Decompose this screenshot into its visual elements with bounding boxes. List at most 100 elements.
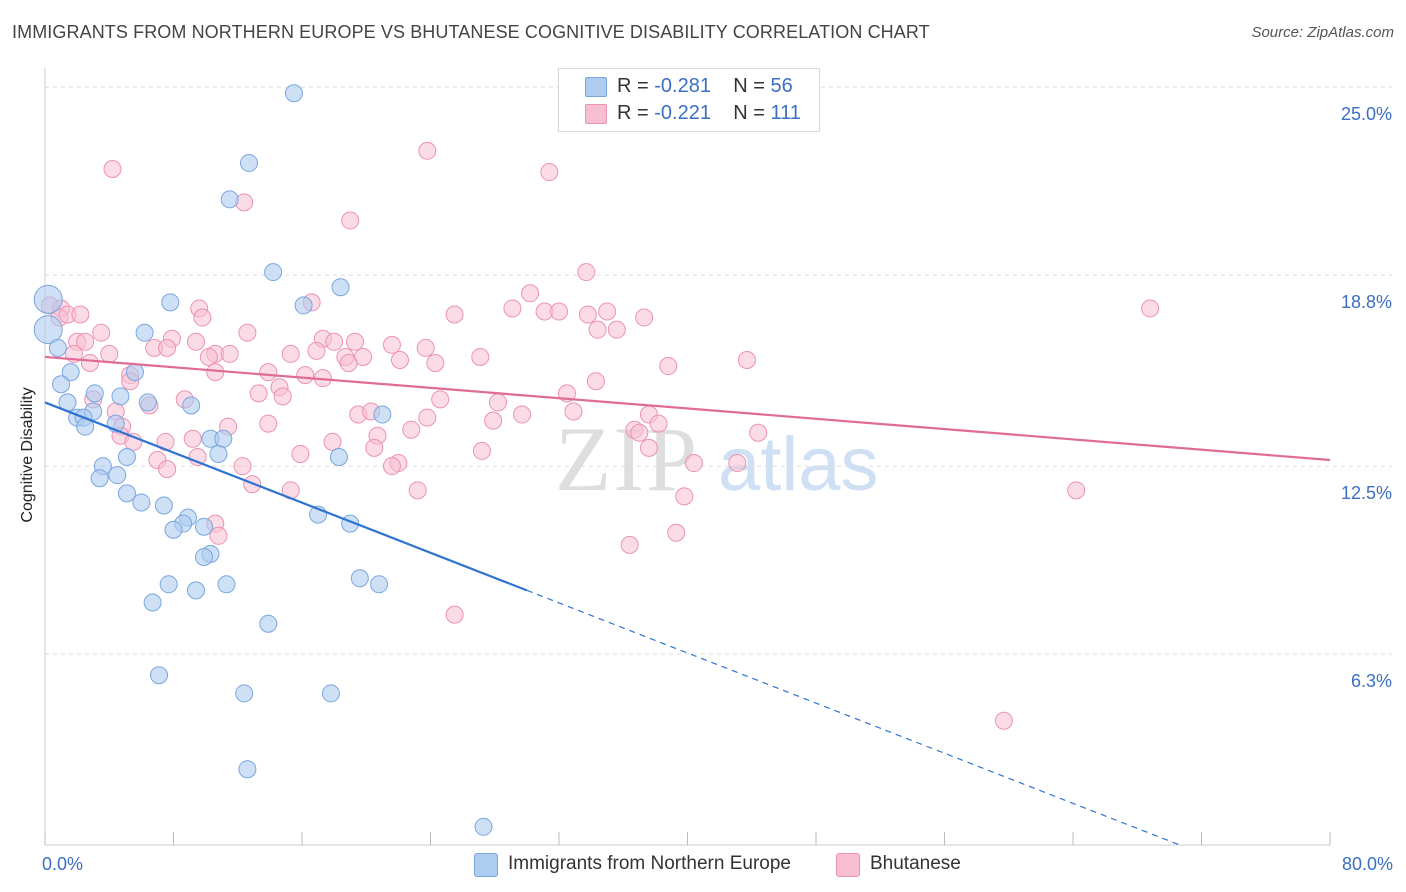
- data-point-bhutanese: [445, 305, 464, 324]
- source-credit: Source: ZipAtlas.com: [1251, 24, 1394, 41]
- data-point-bhutanese: [103, 160, 122, 179]
- data-point-bhutanese: [186, 332, 205, 351]
- trend-lines: [44, 355, 1331, 846]
- r-label: R =: [617, 75, 649, 97]
- data-point-northern-europe: [48, 338, 67, 357]
- data-point-bhutanese: [296, 366, 315, 385]
- data-point-northern-europe: [474, 817, 493, 836]
- data-point-bhutanese: [100, 344, 119, 363]
- data-point-bhutanese: [80, 354, 99, 373]
- data-point-bhutanese: [578, 305, 597, 324]
- northern-europe-points: [33, 84, 493, 836]
- correlation-legend: R = -0.281 N = 56 R = -0.221 N = 111: [558, 68, 820, 132]
- data-point-northern-europe: [33, 315, 63, 345]
- data-point-northern-europe: [143, 593, 162, 612]
- data-point-bhutanese: [209, 526, 228, 545]
- grid-lines: [45, 86, 1392, 655]
- data-point-northern-europe: [154, 496, 173, 515]
- data-point-bhutanese: [431, 390, 450, 409]
- data-point-bhutanese: [382, 457, 401, 476]
- y-tick-label: 25.0%: [1341, 104, 1392, 124]
- data-point-bhutanese: [607, 320, 626, 339]
- data-point-bhutanese: [540, 163, 559, 182]
- data-point-northern-europe: [132, 493, 151, 512]
- data-point-northern-europe: [239, 153, 258, 172]
- data-point-northern-europe: [117, 484, 136, 503]
- data-point-bhutanese: [71, 305, 90, 324]
- data-point-bhutanese: [291, 444, 310, 463]
- data-point-bhutanese: [649, 414, 668, 433]
- data-point-northern-europe: [135, 323, 154, 342]
- data-point-bhutanese: [158, 460, 177, 479]
- data-point-bhutanese: [513, 405, 532, 424]
- data-point-bhutanese: [418, 141, 437, 160]
- data-point-bhutanese: [1141, 299, 1160, 318]
- data-point-northern-europe: [370, 575, 389, 594]
- data-point-northern-europe: [117, 447, 136, 466]
- r-label: R =: [617, 102, 649, 124]
- data-point-northern-europe: [220, 190, 239, 209]
- data-point-bhutanese: [238, 323, 257, 342]
- data-point-northern-europe: [164, 520, 183, 539]
- n-label: N =: [733, 75, 765, 97]
- data-point-bhutanese: [402, 420, 421, 439]
- data-point-bhutanese: [259, 414, 278, 433]
- data-point-bhutanese: [586, 372, 605, 391]
- tick-labels: 6.3% 12.5% 18.8% 25.0% 0.0% 80.0%: [42, 104, 1393, 874]
- data-point-northern-europe: [52, 375, 71, 394]
- axes: [44, 68, 1331, 846]
- data-point-northern-europe: [235, 684, 254, 703]
- data-point-bhutanese: [273, 387, 292, 406]
- data-point-northern-europe: [61, 363, 80, 382]
- data-point-bhutanese: [193, 308, 212, 327]
- trend-line-bhutanese: [44, 355, 1331, 462]
- data-point-bhutanese: [233, 457, 252, 476]
- x-tick-label: 0.0%: [42, 854, 83, 874]
- chart-title: IMMIGRANTS FROM NORTHERN EUROPE VS BHUTA…: [12, 22, 930, 42]
- data-point-northern-europe: [159, 575, 178, 594]
- r-value: -0.281: [654, 75, 711, 97]
- data-point-bhutanese: [418, 408, 437, 427]
- data-point-northern-europe: [90, 469, 109, 488]
- legend-label-northern-europe: Immigrants from Northern Europe: [508, 853, 791, 874]
- data-point-bhutanese: [620, 535, 639, 554]
- data-point-bhutanese: [76, 332, 95, 351]
- watermark-zip: ZIP: [555, 408, 699, 510]
- trend-extension-northern-europe: [526, 589, 1180, 846]
- data-point-northern-europe: [161, 293, 180, 312]
- series-legend: Immigrants from Northern Europe Bhutanes…: [0, 852, 1406, 878]
- data-point-northern-europe: [294, 296, 313, 315]
- data-point-bhutanese: [426, 354, 445, 373]
- data-point-northern-europe: [331, 278, 350, 297]
- data-point-northern-europe: [284, 84, 303, 103]
- data-point-bhutanese: [346, 332, 365, 351]
- data-point-bhutanese: [472, 441, 491, 460]
- y-tick-label: 6.3%: [1351, 671, 1392, 691]
- data-point-bhutanese: [220, 344, 239, 363]
- data-point-northern-europe: [373, 405, 392, 424]
- data-point-bhutanese: [365, 438, 384, 457]
- legend-label-bhutanese: Bhutanese: [870, 853, 961, 874]
- legend-stats-northern-europe: R = -0.281 N = 56: [617, 75, 793, 98]
- data-point-northern-europe: [111, 387, 130, 406]
- data-point-bhutanese: [488, 393, 507, 412]
- data-point-northern-europe: [195, 517, 214, 536]
- data-point-bhutanese: [635, 308, 654, 327]
- data-point-bhutanese: [577, 263, 596, 282]
- data-point-northern-europe: [195, 548, 214, 567]
- data-point-bhutanese: [390, 350, 409, 369]
- data-point-northern-europe: [33, 284, 63, 314]
- data-point-northern-europe: [264, 263, 283, 282]
- data-point-northern-europe: [217, 575, 236, 594]
- n-value: 56: [770, 75, 793, 97]
- data-point-bhutanese: [684, 454, 703, 473]
- data-point-bhutanese: [994, 711, 1013, 730]
- legend-swatch-blue: [474, 853, 498, 877]
- data-point-bhutanese: [259, 363, 278, 382]
- data-point-bhutanese: [341, 211, 360, 230]
- data-point-bhutanese: [749, 423, 768, 442]
- data-point-bhutanese: [667, 523, 686, 542]
- data-point-bhutanese: [728, 454, 747, 473]
- data-point-northern-europe: [329, 447, 348, 466]
